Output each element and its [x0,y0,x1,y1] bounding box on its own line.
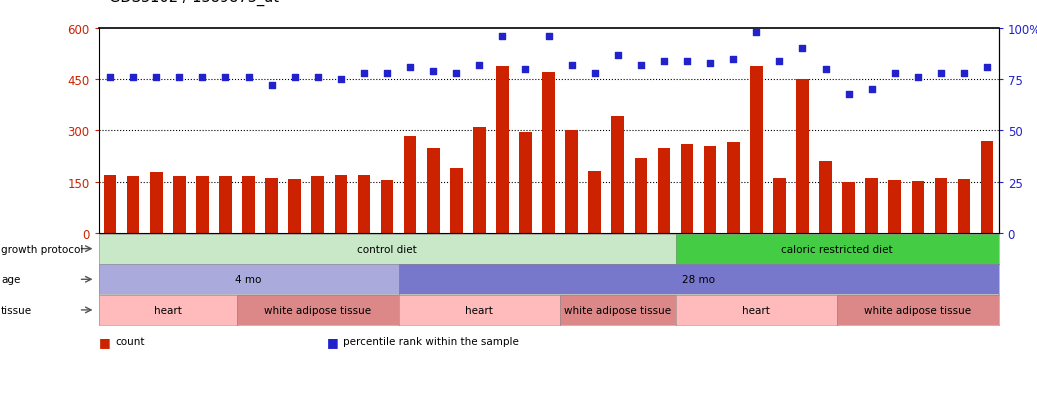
Point [286,75,303,81]
Point [171,75,188,81]
Bar [889,180,901,233]
Point [563,62,580,69]
Point [263,83,280,90]
Point [587,71,604,77]
Point [956,71,973,77]
Point [887,71,903,77]
Point [517,66,534,73]
Point [194,75,211,81]
Text: 4 mo: 4 mo [235,275,261,285]
Point [102,75,118,81]
Text: ■: ■ [99,335,110,348]
Text: heart: heart [742,305,770,315]
Point [772,58,788,65]
Point [448,71,465,77]
Bar [934,179,947,233]
Text: heart: heart [466,305,494,315]
Point [794,46,811,53]
Bar [588,171,601,233]
Point [148,75,165,81]
Bar [403,136,417,233]
Text: count: count [115,337,144,347]
Point [864,87,880,94]
Bar [127,176,140,233]
Text: tissue: tissue [1,305,32,315]
Point [217,75,233,81]
Bar [773,178,786,233]
Point [540,34,557,40]
Point [817,66,834,73]
Point [633,62,649,69]
Bar [150,173,163,233]
Point [655,58,672,65]
Bar [311,176,325,233]
Bar [243,176,255,233]
Bar [542,73,555,233]
Bar [612,117,624,233]
Text: age: age [1,275,21,285]
Text: heart: heart [153,305,181,315]
Text: white adipose tissue: white adipose tissue [264,305,371,315]
Bar [473,128,485,233]
Point [124,75,141,81]
Bar [358,176,370,233]
Bar [635,158,647,233]
Point [932,71,949,77]
Bar [957,180,971,233]
Text: white adipose tissue: white adipose tissue [864,305,972,315]
Bar [196,176,208,233]
Bar [912,182,924,233]
Bar [704,147,717,233]
Bar [173,176,186,233]
Point [840,91,857,97]
Point [471,62,487,69]
Bar [680,145,694,233]
Bar [865,178,878,233]
Point [425,69,442,75]
Bar [496,66,509,233]
Point [333,77,349,83]
Text: percentile rank within the sample: percentile rank within the sample [343,337,520,347]
Point [309,75,326,81]
Point [494,34,510,40]
Bar [750,66,762,233]
Bar [288,180,301,233]
Text: ■: ■ [327,335,338,348]
Bar [265,178,278,233]
Point [702,60,719,67]
Text: caloric restricted diet: caloric restricted diet [781,244,893,254]
Point [356,71,372,77]
Bar [104,176,116,233]
Bar [819,162,832,233]
Bar [565,131,578,233]
Bar [981,141,993,233]
Bar [381,180,393,233]
Bar [796,80,809,233]
Bar [657,148,670,233]
Text: white adipose tissue: white adipose tissue [564,305,671,315]
Bar [427,149,440,233]
Point [610,52,626,59]
Point [725,56,741,63]
Point [241,75,257,81]
Text: GDS3102 / 1389873_at: GDS3102 / 1389873_at [109,0,279,6]
Bar [727,143,739,233]
Text: 28 mo: 28 mo [682,275,716,285]
Point [679,58,696,65]
Bar [450,169,463,233]
Point [379,71,395,77]
Point [909,75,926,81]
Bar [335,176,347,233]
Bar [219,176,232,233]
Point [748,30,764,36]
Bar [842,182,854,233]
Point [401,64,418,71]
Point [979,64,996,71]
Text: control diet: control diet [357,244,417,254]
Bar [520,133,532,233]
Text: growth protocol: growth protocol [1,244,83,254]
